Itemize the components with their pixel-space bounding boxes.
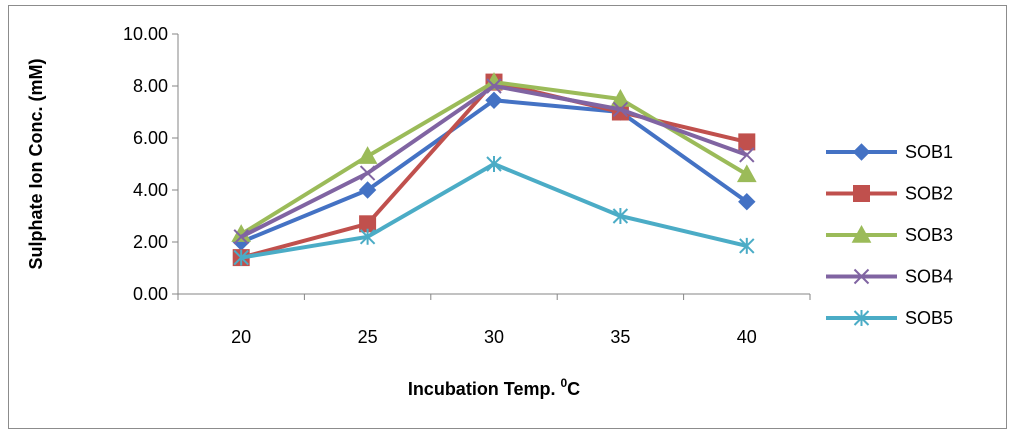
data-point-sob4 (359, 165, 376, 181)
data-point-sob4 (233, 229, 249, 245)
data-point-sob5 (359, 228, 376, 245)
data-point-sob3 (610, 88, 631, 107)
y-tick-label: 8.00 (133, 76, 168, 96)
legend-item-sob2: SOB2 (826, 184, 953, 204)
data-point-sob4 (486, 78, 502, 94)
x-axis-title: Incubation Temp. 0C (408, 376, 580, 399)
series-sob1 (232, 91, 756, 251)
legend-marker-sob2 (853, 185, 870, 202)
x-axis-title-main: Incubation Temp. (408, 379, 561, 399)
series-layer (231, 72, 757, 267)
series-sob5 (233, 156, 755, 266)
x-tick-label: 30 (484, 327, 504, 347)
legend-marker-sob4 (853, 268, 870, 285)
data-point-sob4 (612, 101, 629, 118)
y-axis: 0.00 2.00 4.00 6.00 8.00 10.00 (123, 24, 179, 304)
legend-item-sob4: SOB4 (826, 267, 953, 287)
y-axis-title: Sulphate Ion Conc. (mM) (26, 59, 46, 270)
y-tick-label: 0.00 (133, 284, 168, 304)
legend-item-sob1: SOB1 (826, 142, 953, 162)
chart-border (8, 5, 1007, 429)
x-axis-title-superscript: 0 (560, 376, 567, 390)
x-axis-title-suffix: C (567, 379, 580, 399)
legend: SOB1 SOB2 SOB3 SOB4 SOB5 (826, 142, 953, 328)
legend-item-sob3: SOB3 (826, 224, 953, 245)
y-tick-label: 4.00 (133, 180, 168, 200)
legend-item-sob5: SOB5 (826, 308, 953, 328)
legend-label-sob4: SOB4 (905, 267, 953, 287)
x-tick-label: 35 (610, 327, 630, 347)
data-point-sob5 (739, 237, 755, 254)
data-point-sob3 (736, 164, 757, 183)
y-tick-label: 2.00 (133, 232, 168, 252)
data-point-sob2 (738, 133, 756, 151)
data-point-sob1 (358, 181, 377, 199)
data-point-sob5 (486, 156, 502, 172)
legend-marker-sob1 (852, 143, 871, 161)
data-point-sob3 (357, 146, 378, 164)
legend-label-sob1: SOB1 (905, 142, 953, 162)
y-tick-label: 10.00 (123, 24, 168, 44)
y-tick-label: 6.00 (133, 128, 168, 148)
x-axis: 20 25 30 35 40 (177, 293, 811, 347)
data-point-sob1 (485, 91, 503, 110)
x-tick-label: 25 (358, 327, 378, 347)
x-tick-label: 40 (737, 327, 757, 347)
data-point-sob1 (738, 192, 756, 211)
data-point-sob5 (233, 249, 249, 266)
data-point-sob5 (612, 208, 629, 224)
series-sob4 (233, 78, 755, 245)
x-tick-label: 20 (231, 327, 251, 347)
data-point-sob4 (739, 147, 755, 163)
legend-marker-sob5 (853, 310, 870, 326)
legend-label-sob2: SOB2 (905, 184, 953, 204)
legend-marker-sob3 (851, 224, 872, 243)
legend-label-sob3: SOB3 (905, 225, 953, 245)
legend-label-sob5: SOB5 (905, 308, 953, 328)
